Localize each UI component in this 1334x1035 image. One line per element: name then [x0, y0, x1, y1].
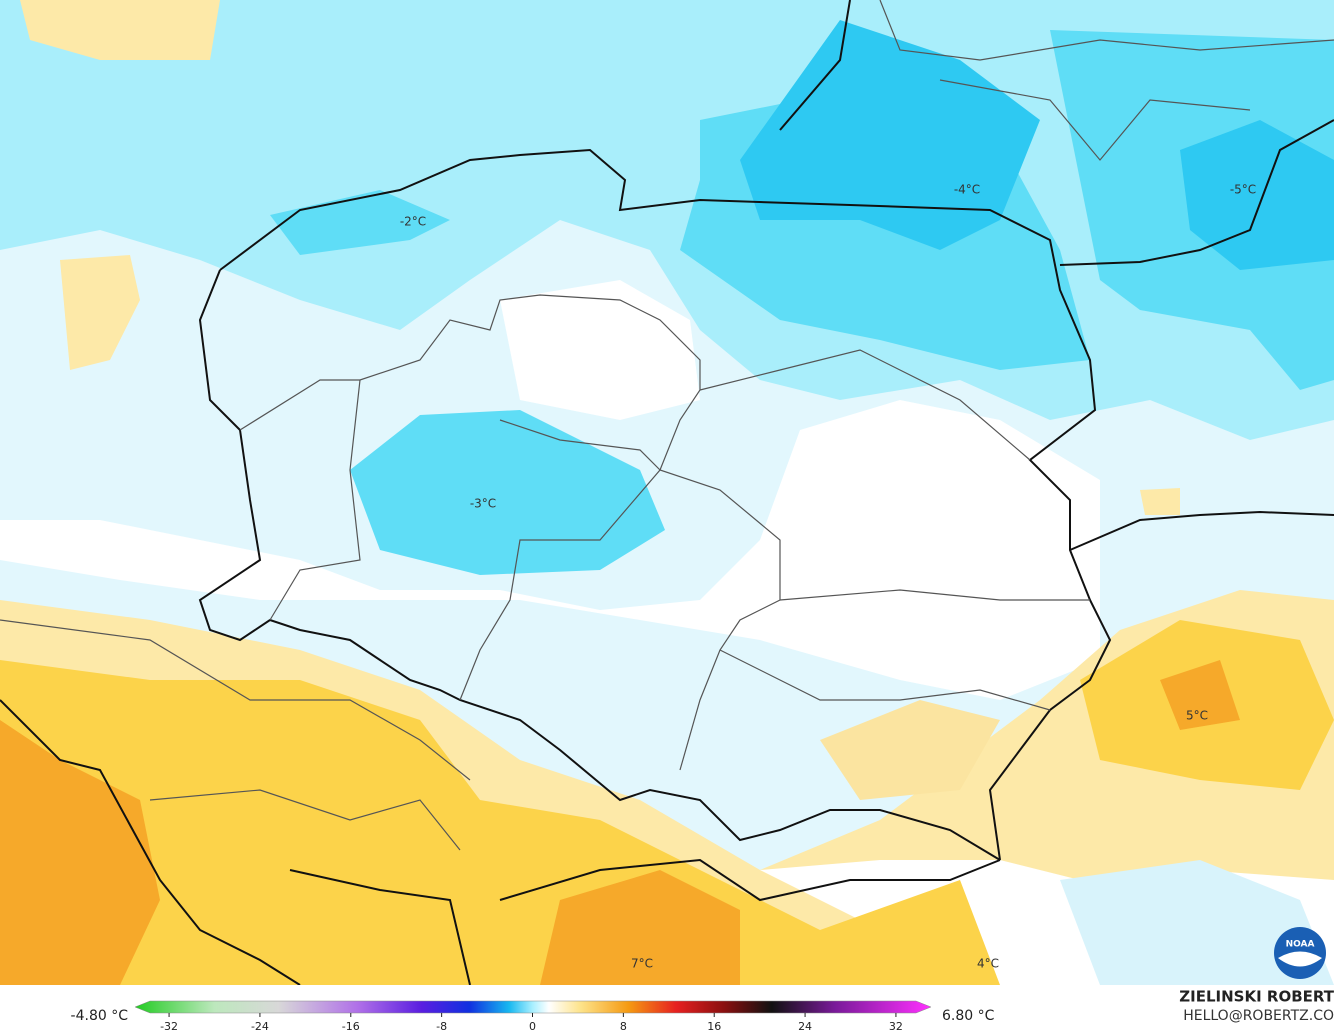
contour-label: 4°C — [977, 957, 999, 971]
contour-label: -4°C — [954, 183, 980, 197]
contour-label: -5°C — [1230, 183, 1256, 197]
colorbar-tick-label: 0 — [529, 1020, 536, 1033]
colorbar-tick-label: 16 — [707, 1020, 721, 1033]
contour-label: -3°C — [470, 497, 496, 511]
colorbar-tick-label: 32 — [889, 1020, 903, 1033]
colorbar-tick-label: -24 — [251, 1020, 269, 1033]
contour-label: -2°C — [400, 215, 426, 229]
colorbar-tick-label: -8 — [436, 1020, 447, 1033]
credit-email: HELLO@ROBERTZ.CO — [1183, 1008, 1334, 1024]
colorbar-tick-label: 8 — [620, 1020, 627, 1033]
colorbar — [134, 1000, 932, 1014]
colorbar-tick-label: -16 — [342, 1020, 360, 1033]
contour-label: 5°C — [1186, 709, 1208, 723]
legend-max: 6.80 °C — [942, 1008, 995, 1024]
logo-wave — [1278, 951, 1322, 967]
map — [0, 0, 1334, 985]
colorbar-tick-label: 24 — [798, 1020, 812, 1033]
legend-min: -4.80 °C — [71, 1008, 129, 1024]
contour-label: 7°C — [631, 957, 653, 971]
credit-name: ZIELINSKI ROBERT — [1179, 988, 1334, 1006]
logo-text: NOAA — [1286, 940, 1315, 950]
colorbar-tick-label: -32 — [160, 1020, 178, 1033]
